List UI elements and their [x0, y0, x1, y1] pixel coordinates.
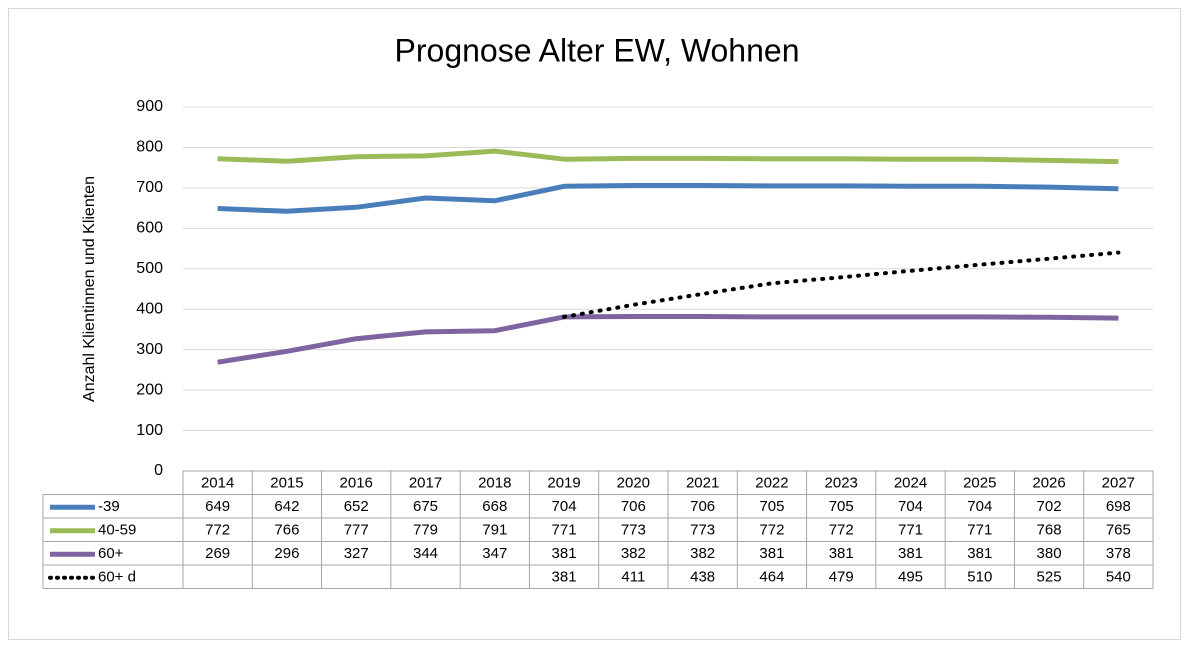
table-value: 495	[898, 569, 923, 586]
x-tick-label: 2016	[340, 475, 373, 492]
table-value: 327	[344, 545, 369, 562]
y-tick-label: 900	[136, 98, 163, 115]
table-value: 675	[413, 498, 438, 515]
chart-title: Prognose Alter EW, Wohnen	[395, 32, 800, 68]
table-value: 772	[829, 522, 854, 539]
y-axis-label: Anzahl Klientinnen und Klienten	[81, 176, 98, 402]
table-value: 381	[552, 545, 577, 562]
x-tick-label: 2021	[686, 475, 719, 492]
series-line	[217, 148, 1119, 165]
table-value: 772	[205, 522, 230, 539]
x-tick-label: 2026	[1032, 475, 1065, 492]
table-value: 705	[829, 498, 854, 515]
y-tick-label: 800	[136, 139, 163, 156]
legend-label: 60+	[98, 545, 124, 562]
x-tick-label: 2027	[1102, 475, 1135, 492]
x-tick-label: 2017	[409, 475, 442, 492]
y-tick-label: 600	[136, 220, 163, 237]
x-tick-label: 2023	[825, 475, 858, 492]
table-value: 479	[829, 569, 854, 586]
table-value: 411	[621, 569, 645, 586]
series-line	[217, 183, 1119, 214]
table-value: 773	[621, 522, 646, 539]
table-value: 344	[413, 545, 438, 562]
series-line	[562, 250, 1121, 319]
series-line	[217, 314, 1119, 365]
table-value: 438	[690, 569, 715, 586]
y-tick-label: 400	[136, 300, 163, 317]
y-tick-label: 500	[136, 260, 163, 277]
table-value: 704	[967, 498, 992, 515]
y-tick-label: 200	[136, 381, 163, 398]
y-tick-label: 300	[136, 341, 163, 358]
table-value: 269	[205, 545, 230, 562]
table-value: 296	[274, 545, 299, 562]
table-value: 381	[759, 545, 784, 562]
table-value: 704	[898, 498, 923, 515]
table-value: 706	[621, 498, 646, 515]
table-value: 668	[482, 498, 507, 515]
table-value: 704	[552, 498, 577, 515]
table-value: 378	[1106, 545, 1131, 562]
y-tick-label: 700	[136, 179, 163, 196]
x-tick-label: 2022	[755, 475, 788, 492]
x-tick-label: 2015	[270, 475, 303, 492]
x-tick-label: 2019	[547, 475, 580, 492]
table-value: 649	[205, 498, 230, 515]
table-value: 702	[1037, 498, 1062, 515]
x-tick-label: 2014	[201, 475, 234, 492]
y-tick-label: 0	[154, 462, 163, 479]
table-value: 768	[1037, 522, 1062, 539]
x-tick-label: 2018	[478, 475, 511, 492]
table-value: 464	[759, 569, 784, 586]
legend-label: -39	[98, 498, 120, 515]
table-value: 382	[690, 545, 715, 562]
table-value: 771	[552, 522, 577, 539]
table-value: 705	[759, 498, 784, 515]
chart-frame	[8, 8, 1181, 640]
table-value: 773	[690, 522, 715, 539]
table-value: 698	[1106, 498, 1131, 515]
table-value: 652	[344, 498, 369, 515]
table-value: 771	[898, 522, 923, 539]
table-value: 771	[967, 522, 992, 539]
table-value: 779	[413, 522, 438, 539]
table-value: 525	[1037, 569, 1062, 586]
table-value: 510	[967, 569, 992, 586]
table-value: 642	[274, 498, 299, 515]
table-value: 381	[967, 545, 992, 562]
table-value: 380	[1037, 545, 1062, 562]
y-tick-label: 100	[136, 422, 163, 439]
table-value: 766	[274, 522, 299, 539]
table-value: 777	[344, 522, 369, 539]
x-tick-label: 2025	[963, 475, 996, 492]
table-value: 706	[690, 498, 715, 515]
table-value: 540	[1106, 569, 1131, 586]
x-tick-label: 2020	[617, 475, 650, 492]
x-tick-label: 2024	[894, 475, 927, 492]
table-value: 382	[621, 545, 646, 562]
table-value: 381	[898, 545, 923, 562]
table-value: 381	[552, 569, 577, 586]
table-value: 772	[759, 522, 784, 539]
table-value: 347	[482, 545, 507, 562]
legend-label: 40-59	[98, 522, 136, 539]
legend-label: 60+ d	[98, 569, 136, 586]
table-value: 791	[482, 522, 507, 539]
table-value: 381	[829, 545, 854, 562]
table-value: 765	[1106, 522, 1131, 539]
